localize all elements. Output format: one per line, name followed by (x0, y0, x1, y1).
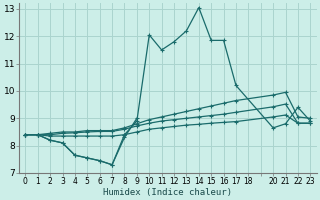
X-axis label: Humidex (Indice chaleur): Humidex (Indice chaleur) (103, 188, 232, 197)
